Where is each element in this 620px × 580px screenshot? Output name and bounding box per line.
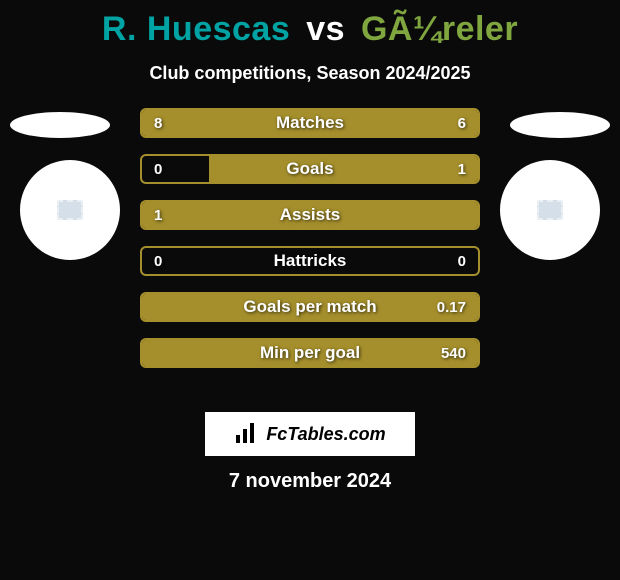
- placeholder-image-icon: [537, 200, 563, 220]
- stat-value-right: 540: [441, 340, 466, 366]
- stat-label: Goals: [142, 156, 478, 182]
- stat-value-right: 1: [458, 156, 466, 182]
- decorative-ellipse-left: [10, 112, 110, 138]
- stat-row: Hattricks0 0: [140, 246, 480, 276]
- stat-value-left: 0: [154, 248, 162, 274]
- stat-row: Min per goal540: [140, 338, 480, 368]
- stat-value-right: 0: [458, 248, 466, 274]
- title-vs: vs: [306, 10, 345, 48]
- footer-logo: FcTables.com: [205, 412, 415, 456]
- subtitle: Club competitions, Season 2024/2025: [0, 63, 620, 84]
- stat-label: Hattricks: [142, 248, 478, 274]
- placeholder-image-icon: [57, 200, 83, 220]
- stat-value-left: 1: [154, 202, 162, 228]
- decorative-ellipse-right: [510, 112, 610, 138]
- stat-row: Goals per match0.17: [140, 292, 480, 322]
- stat-value-left: 0: [154, 156, 162, 182]
- player-badge-right: [500, 160, 600, 260]
- stat-label: Matches: [142, 110, 478, 136]
- stat-value-left: 8: [154, 110, 162, 136]
- footer-date: 7 november 2024: [0, 470, 620, 493]
- stat-row: Matches8 6: [140, 108, 480, 138]
- title-player-right: GÃ¼reler: [361, 10, 518, 48]
- page-title: R. Huescas vs GÃ¼reler: [0, 0, 620, 49]
- stat-row: Assists1: [140, 200, 480, 230]
- player-badge-left: [20, 160, 120, 260]
- stat-value-right: 6: [458, 110, 466, 136]
- bar-chart-icon: [234, 423, 260, 445]
- title-player-left: R. Huescas: [102, 10, 290, 48]
- stat-label: Assists: [142, 202, 478, 228]
- stat-value-right: 0.17: [437, 294, 466, 320]
- stat-row: Goals0 1: [140, 154, 480, 184]
- stat-label: Goals per match: [142, 294, 478, 320]
- footer-logo-text: FcTables.com: [266, 424, 385, 445]
- stat-label: Min per goal: [142, 340, 478, 366]
- comparison-chart: Matches86Goals01Assists1Hattricks00Goals…: [0, 118, 620, 398]
- stat-bars: Matches86Goals01Assists1Hattricks00Goals…: [140, 108, 480, 384]
